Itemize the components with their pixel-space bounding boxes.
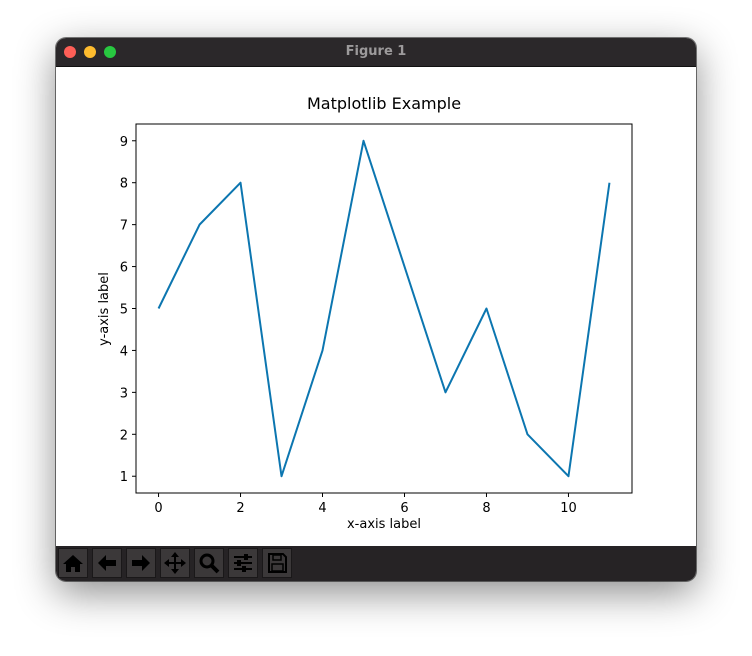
icon [199,553,220,574]
zoom-tool-button[interactable] [194,548,224,578]
minimize-button[interactable] [84,46,96,58]
axes-frame [135,123,633,494]
pan-button[interactable] [160,548,190,578]
icon [164,552,186,574]
y-tick-label: 7 [120,219,128,234]
y-tick-label: 2 [120,428,128,443]
title-bar: Figure 1 [56,38,696,67]
window-title: Figure 1 [345,44,407,59]
icon [98,555,116,571]
icon [63,555,83,572]
y-tick-label: 9 [120,135,128,150]
x-tick-label: 4 [318,501,326,516]
x-tick-label: 8 [482,501,490,516]
x-tick-label: 6 [400,501,408,516]
x-tick-label: 2 [236,501,244,516]
x-axis-label: x-axis label [347,517,421,532]
toolbar [56,546,696,581]
icon [234,554,252,572]
y-tick-label: 5 [120,303,128,318]
data-line [157,139,611,478]
y-tick-label: 8 [120,177,128,192]
x-tick-label: 10 [560,501,577,516]
x-tick-label: 0 [154,501,162,516]
y-axis-label: y-axis label [97,272,112,346]
forward-button[interactable] [126,548,156,578]
back-button[interactable] [92,548,122,578]
save-button[interactable] [262,548,292,578]
y-tick-label: 4 [120,344,128,359]
icon [268,553,287,573]
configure-button[interactable] [228,548,258,578]
y-tick-label: 3 [120,386,128,401]
y-tick-label: 6 [120,261,128,276]
home-button[interactable] [58,548,88,578]
zoom-button[interactable] [104,46,116,58]
close-button[interactable] [64,46,76,58]
window: Figure 1 [56,38,696,581]
chart-title: Matplotlib Example [307,94,461,113]
y-tick-label: 1 [120,470,128,485]
icon [132,555,150,571]
